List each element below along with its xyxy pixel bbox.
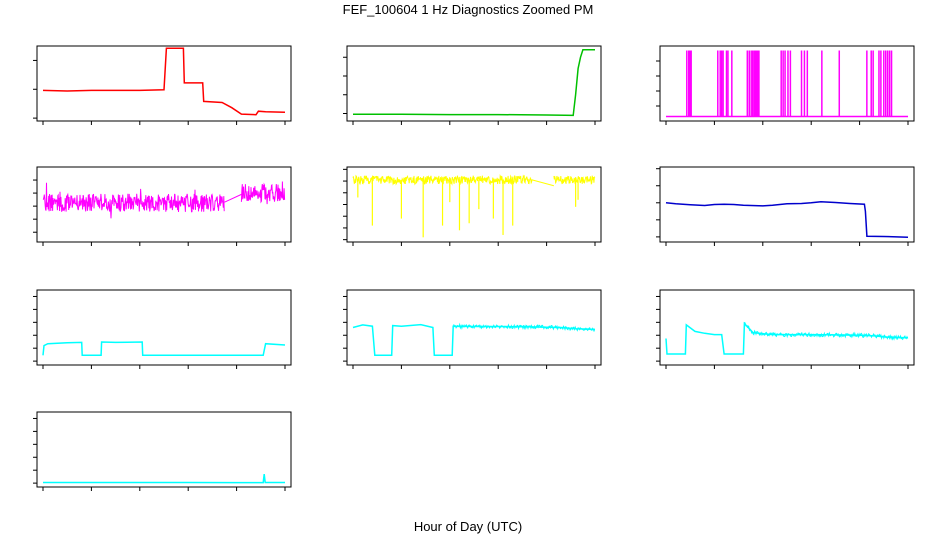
series-noise-line (240, 181, 286, 205)
plot-frame (36, 166, 292, 243)
chart-panel-10 (33, 411, 292, 491)
series-noise-band (453, 322, 596, 332)
chart-panel-6 (656, 166, 915, 246)
chart-panel-8 (343, 289, 602, 369)
series-line (665, 321, 909, 355)
series-line (352, 323, 596, 357)
figure-title: FEF_100604 1 Hz Diagnostics Zoomed PM (343, 2, 594, 17)
series-noise-line (352, 173, 533, 186)
chart-panel-4 (33, 166, 292, 246)
gap-bridge-line (531, 179, 554, 187)
series-noise-line (42, 182, 225, 219)
series-line (43, 474, 285, 484)
chart-panel-1 (33, 45, 292, 125)
chart-panel-7 (33, 289, 292, 369)
gap-bridge-line (224, 193, 242, 203)
plot-frame (346, 289, 602, 366)
series-noise-band (744, 321, 909, 341)
panels-group (33, 45, 915, 491)
figure-xlabel: Hour of Day (UTC) (414, 519, 522, 534)
plot-frame (346, 45, 602, 122)
chart-panel-9 (656, 289, 915, 369)
series-line (42, 47, 286, 116)
chart-panel-5 (343, 166, 602, 246)
plot-frame (659, 289, 915, 366)
plot-frame (659, 45, 915, 122)
chart-panel-2 (343, 45, 602, 125)
plot-frame (36, 289, 292, 366)
plot-frame (36, 45, 292, 122)
plot-frame (659, 166, 915, 243)
series-line (353, 49, 595, 117)
series-line (42, 341, 286, 357)
chart-panel-3 (656, 45, 915, 125)
plot-frame (36, 411, 292, 488)
series-line (665, 201, 909, 238)
series-noise-line (553, 175, 596, 185)
